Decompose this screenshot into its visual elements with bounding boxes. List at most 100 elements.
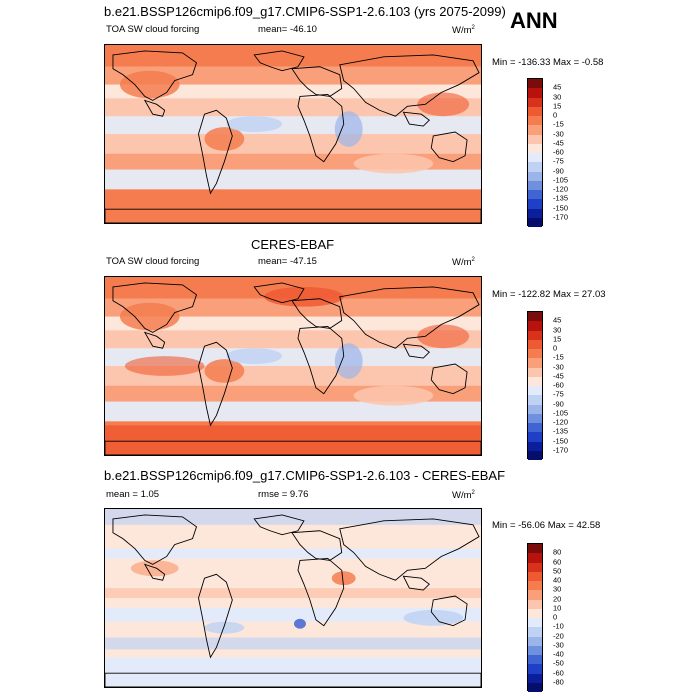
colorbar-swatch xyxy=(528,581,542,591)
colorbar-swatch xyxy=(528,199,542,209)
colorbar-tick-label: 45 xyxy=(553,315,562,325)
colorbar-tick-label: -150 xyxy=(553,203,569,212)
colorbar-tick-label: -30 xyxy=(553,362,564,371)
coastline xyxy=(402,343,430,359)
colorbar-swatch xyxy=(528,312,542,322)
colorbar-tick-label: -60 xyxy=(553,147,564,157)
colorbar-swatch xyxy=(528,171,542,181)
panel1-colorbar xyxy=(527,78,543,227)
colorbar-swatch xyxy=(528,544,542,554)
coastline xyxy=(402,575,430,591)
coastline xyxy=(198,109,233,195)
coastline xyxy=(430,131,468,163)
colorbar-swatch xyxy=(528,608,542,618)
colorbar-tick-label: -10 xyxy=(553,621,564,631)
colorbar-tick-label: -120 xyxy=(553,417,569,427)
colorbar-swatch xyxy=(528,673,542,683)
colorbar-tick-label: 80 xyxy=(553,547,562,557)
panel3-minmax: Min = -56.06 Max = 42.58 xyxy=(492,520,601,531)
coastline xyxy=(339,518,480,581)
coastline xyxy=(198,573,233,659)
coastline xyxy=(105,208,481,223)
colorbar-swatch xyxy=(528,321,542,331)
colorbar-tick-label: 20 xyxy=(553,594,562,603)
colorbar-swatch xyxy=(528,404,542,414)
colorbar-swatch xyxy=(528,432,542,442)
panel1-map xyxy=(104,44,482,224)
panel1-mean: mean= -46.10 xyxy=(258,24,317,35)
coastline xyxy=(105,672,481,687)
colorbar-swatch xyxy=(528,97,542,107)
colorbar-swatch xyxy=(528,367,542,377)
colorbar-swatch xyxy=(528,627,542,637)
colorbar-swatch xyxy=(528,162,542,172)
colorbar-swatch xyxy=(528,180,542,190)
coastline xyxy=(143,331,166,349)
panel2-variable: TOA SW cloud forcing xyxy=(106,256,200,267)
colorbar-tick-label: -45 xyxy=(553,138,564,148)
colorbar-swatch xyxy=(528,106,542,116)
colorbar-swatch xyxy=(528,423,542,433)
panel1-title: b.e21.BSSP126cmip6.f09_g17.CMIP6-SSP1-2.… xyxy=(104,4,506,19)
colorbar-swatch xyxy=(528,79,542,89)
colorbar-tick-label: 45 xyxy=(553,82,562,92)
colorbar-tick-label: 0 xyxy=(553,343,558,353)
colorbar-swatch xyxy=(528,562,542,572)
panel2-title: CERES-EBAF xyxy=(251,237,335,252)
colorbar-swatch xyxy=(528,349,542,359)
colorbar-tick-label: -60 xyxy=(553,380,564,390)
colorbar-tick-label: 15 xyxy=(553,101,562,111)
colorbar-swatch xyxy=(528,190,542,200)
panel1-minmax: Min = -136.33 Max = -0.58 xyxy=(492,57,604,68)
colorbar-tick-label: -30 xyxy=(553,129,564,138)
panel3-rmse: rmse = 9.76 xyxy=(258,489,309,500)
colorbar-tick-label: -120 xyxy=(553,184,569,194)
panel3-colorbar xyxy=(527,543,543,692)
coastline xyxy=(297,93,345,163)
coastline xyxy=(105,440,481,455)
colorbar-swatch xyxy=(528,655,542,665)
colorbar-tick-label: -105 xyxy=(553,175,569,185)
colorbar-tick-label: 0 xyxy=(553,612,558,622)
colorbar-tick-label: -135 xyxy=(553,426,569,436)
colorbar-tick-label: -90 xyxy=(553,166,564,175)
colorbar-tick-label: 50 xyxy=(553,566,562,576)
panel1-variable: TOA SW cloud forcing xyxy=(106,24,200,35)
colorbar-tick-label: -150 xyxy=(553,436,569,445)
colorbar-tick-label: 30 xyxy=(553,584,562,594)
coastline xyxy=(253,50,305,72)
season-label: ANN xyxy=(510,8,558,33)
colorbar-tick-label: -75 xyxy=(553,156,564,166)
coastline xyxy=(143,99,166,117)
colorbar-tick-label: -75 xyxy=(553,389,564,399)
colorbar-swatch xyxy=(528,153,542,163)
colorbar-swatch xyxy=(528,339,542,349)
panel2-units: W/m2 xyxy=(452,257,475,269)
coastline xyxy=(253,282,305,304)
colorbar-swatch xyxy=(528,386,542,396)
colorbar-tick-label: -135 xyxy=(553,193,569,203)
colorbar-tick-label: -170 xyxy=(553,212,569,222)
colorbar-tick-label: 15 xyxy=(553,334,562,344)
coastline xyxy=(297,557,345,627)
panel3-mean: mean = 1.05 xyxy=(106,489,160,500)
colorbar-swatch xyxy=(528,330,542,340)
coastline xyxy=(112,514,198,565)
colorbar-swatch xyxy=(528,599,542,609)
coastline xyxy=(430,595,468,627)
colorbar-swatch xyxy=(528,134,542,144)
coastline xyxy=(430,363,468,395)
colorbar-tick-label: 0 xyxy=(553,110,558,120)
colorbar-swatch xyxy=(528,441,542,451)
colorbar-swatch xyxy=(528,571,542,581)
colorbar-swatch xyxy=(528,636,542,646)
colorbar-swatch xyxy=(528,645,542,655)
colorbar-tick-label: -170 xyxy=(553,445,569,455)
panel2-colorbar xyxy=(527,311,543,460)
colorbar-swatch xyxy=(528,395,542,405)
coastline xyxy=(143,563,166,581)
panel2-mean: mean= -47.15 xyxy=(258,256,317,267)
coastline xyxy=(112,282,198,333)
colorbar-swatch xyxy=(528,664,542,674)
colorbar-swatch xyxy=(528,376,542,386)
